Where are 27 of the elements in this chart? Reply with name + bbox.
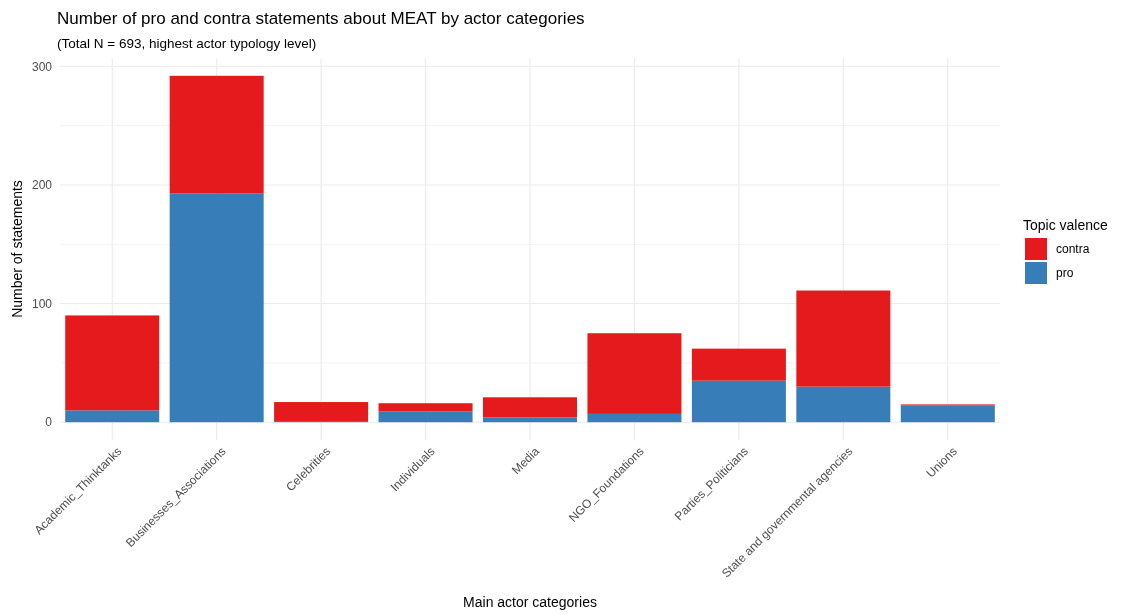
y-tick-label: 100 xyxy=(31,296,53,311)
y-axis-title: Number of statements xyxy=(9,180,25,318)
y-tick-label: 200 xyxy=(31,178,53,193)
bar xyxy=(65,410,160,423)
bar xyxy=(691,348,786,381)
bar xyxy=(378,411,473,423)
legend-label: pro xyxy=(1056,266,1074,281)
chart-subtitle: (Total N = 693, highest actor typology level) xyxy=(57,36,317,51)
bar xyxy=(587,413,682,423)
bar xyxy=(483,417,577,423)
bar xyxy=(691,380,786,423)
bar xyxy=(274,402,369,422)
bar xyxy=(169,75,264,194)
bar xyxy=(796,386,891,423)
bar xyxy=(587,333,682,414)
bar xyxy=(900,405,995,423)
legend-label: contra xyxy=(1056,242,1090,257)
chart-title: Number of pro and contra statements about MEAT by actor categories xyxy=(57,9,585,28)
bar xyxy=(796,290,891,387)
x-axis-title: Main actor categories xyxy=(463,594,597,610)
bar xyxy=(65,315,160,411)
y-tick-label: 300 xyxy=(31,59,53,74)
y-tick-label: 0 xyxy=(45,415,53,430)
bar xyxy=(169,193,264,423)
bar xyxy=(483,397,577,418)
bar xyxy=(378,403,473,412)
legend-title: Topic valence xyxy=(1023,217,1109,233)
